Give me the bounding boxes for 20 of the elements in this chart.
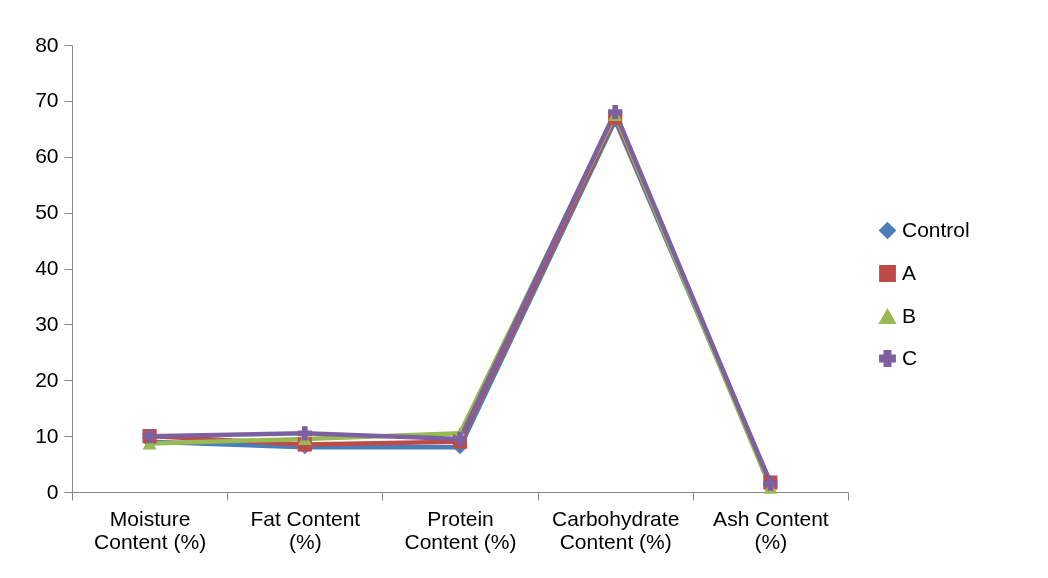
y-tick-label: 10 [35, 423, 59, 447]
legend-label: C [902, 345, 918, 369]
point [608, 104, 623, 120]
x-tick-label: Fat Content (%) [250, 506, 361, 553]
point [297, 426, 312, 441]
y-tick-label: 50 [35, 200, 59, 224]
y-tick-label: 0 [46, 479, 59, 503]
y-tick-label: 30 [35, 311, 59, 335]
y-tick-label: 60 [35, 144, 59, 168]
y-tick-label: 80 [35, 32, 59, 56]
x-tick-label: Carbohydrate Content (%) [552, 506, 680, 553]
legend-label: Control [902, 217, 970, 241]
x-tick-label: Protein Content (%) [404, 506, 517, 553]
x-tick-label: Ash Content (%) [713, 506, 829, 553]
y-tick-label: 40 [35, 256, 59, 279]
x-tick-label: Moisture Content (%) [94, 506, 207, 553]
legend-label: A [902, 260, 917, 284]
y-tick-label: 70 [35, 88, 59, 112]
legend-label: B [902, 303, 917, 327]
y-tick-label: 20 [35, 367, 59, 391]
